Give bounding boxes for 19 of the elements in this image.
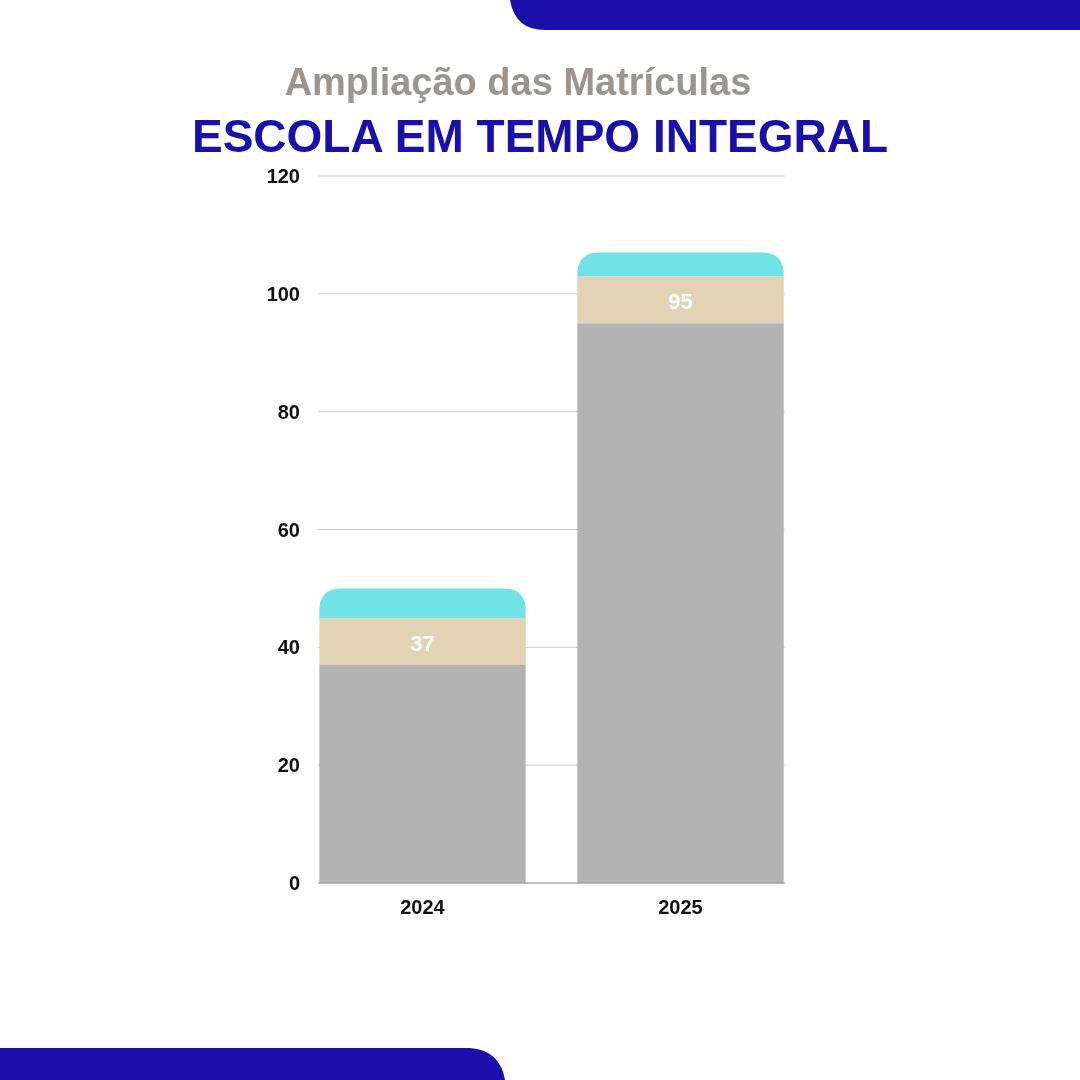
y-tick-label: 20 bbox=[277, 754, 300, 777]
data-label: 37 bbox=[410, 631, 435, 657]
chart-title: Ampliação das Matrículas bbox=[284, 61, 752, 103]
bar bbox=[577, 276, 784, 324]
y-tick-label: 40 bbox=[277, 636, 300, 659]
chart-subtitle: ESCOLA EM TEMPO INTEGRAL bbox=[192, 110, 888, 162]
y-tick-label: 80 bbox=[277, 400, 300, 423]
y-tick-label: 60 bbox=[277, 518, 300, 541]
y-tick-label: 100 bbox=[266, 282, 300, 305]
bar bbox=[319, 588, 526, 618]
bar bbox=[319, 665, 526, 883]
bar bbox=[319, 617, 526, 666]
x-tick-label: 2024 bbox=[400, 896, 446, 918]
bar bbox=[577, 252, 784, 277]
y-tick-label: 120 bbox=[266, 165, 300, 187]
data-label: 95 bbox=[668, 289, 693, 315]
x-tick-label: 2025 bbox=[658, 896, 703, 918]
y-tick-label: 0 bbox=[288, 872, 300, 894]
bar bbox=[577, 323, 784, 883]
